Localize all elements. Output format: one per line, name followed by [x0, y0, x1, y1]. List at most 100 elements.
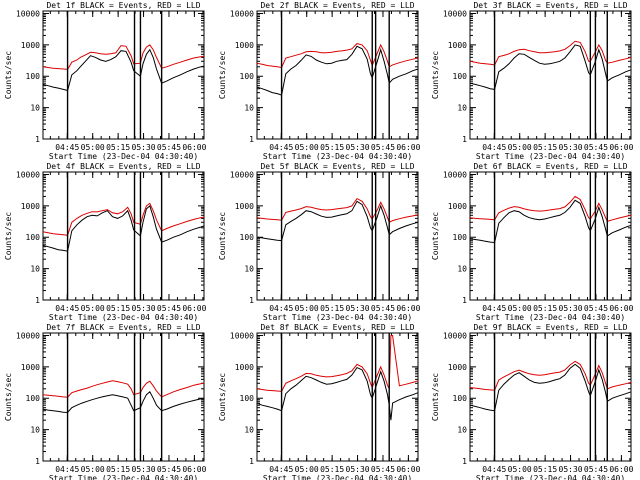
- y-axis-label: Counts/sec: [4, 373, 13, 421]
- y-tick-label: 100: [240, 72, 255, 81]
- panel-det-2: Det 2f BLACK = Events, RED = LLD 1 10 100 10…: [218, 1, 421, 161]
- panel-title: Det 7f BLACK = Events, RED = LLD: [46, 323, 200, 332]
- x-tick-label: 05:15: [106, 304, 130, 313]
- x-axis-label: Start Time (23-Dec-04 04:30:40): [49, 474, 198, 480]
- y-tick-label: 10000: [16, 331, 40, 340]
- x-tick-label: 05:15: [533, 465, 557, 474]
- y-tick-label: 100: [26, 394, 41, 403]
- x-axis-label: Start Time (23-Dec-04 04:30:40): [263, 313, 412, 322]
- y-tick-label: 10000: [443, 9, 467, 18]
- y-tick-label: 10: [30, 426, 40, 435]
- x-tick-label: 05:30: [132, 465, 156, 474]
- x-tick-label: 04:45: [482, 143, 506, 152]
- panel-title: Det 2f BLACK = Events, RED = LLD: [260, 1, 414, 10]
- y-tick-label: 100: [26, 233, 41, 242]
- x-tick-label: 05:45: [584, 143, 608, 152]
- y-axis-label: Counts/sec: [431, 373, 440, 421]
- x-tick-label: 06:00: [609, 465, 633, 474]
- x-tick-label: 05:15: [106, 465, 130, 474]
- y-tick-label: 1: [462, 296, 467, 305]
- y-tick-label: 1: [462, 135, 467, 144]
- y-tick-label: 10000: [16, 9, 40, 18]
- plot-frame: [256, 10, 419, 140]
- x-tick-label: 06:00: [609, 304, 633, 313]
- x-axis-label: Start Time (23-Dec-04 04:30:40): [263, 152, 412, 161]
- plot-frame: [469, 171, 632, 301]
- y-tick-label: 1000: [21, 41, 40, 50]
- series-lld: [256, 197, 419, 223]
- series-lld: [42, 202, 205, 236]
- y-axis-label: Counts/sec: [218, 373, 227, 421]
- y-tick-label: 1: [35, 457, 40, 466]
- series-lld: [42, 44, 205, 70]
- y-tick-label: 1000: [235, 41, 254, 50]
- x-tick-label: 05:15: [320, 143, 344, 152]
- panel-det-8: Det 8f BLACK = Events, RED = LLD 1 10 100 10…: [218, 323, 421, 480]
- y-tick-label: 100: [240, 394, 255, 403]
- series-events: [42, 205, 205, 252]
- y-tick-label: 1: [249, 296, 254, 305]
- x-tick-label: 05:45: [584, 465, 608, 474]
- y-tick-label: 100: [453, 394, 468, 403]
- x-tick-label: 05:15: [533, 304, 557, 313]
- panel-det-7: Det 7f BLACK = Events, RED = LLD 1 10 100 10…: [4, 323, 207, 480]
- plot-frame: [42, 10, 205, 140]
- panel-det-5: Det 5f BLACK = Events, RED = LLD 1 10 100 10…: [218, 162, 421, 322]
- y-tick-label: 1000: [21, 202, 40, 211]
- x-axis-label: Start Time (23-Dec-04 04:30:40): [263, 474, 412, 480]
- y-axis-label: Counts/sec: [218, 212, 227, 260]
- x-tick-label: 05:45: [371, 143, 395, 152]
- series-events: [469, 363, 632, 412]
- x-tick-label: 05:30: [132, 304, 156, 313]
- series-lld: [469, 195, 632, 223]
- y-tick-label: 1: [35, 135, 40, 144]
- y-tick-label: 100: [26, 72, 41, 81]
- y-tick-label: 100: [240, 233, 255, 242]
- y-tick-label: 1: [249, 457, 254, 466]
- x-axis-label: Start Time (23-Dec-04 04:30:40): [476, 313, 625, 322]
- series-lld: [42, 380, 205, 398]
- panel-det-6: Det 6f BLACK = Events, RED = LLD 1 10 100 10…: [431, 162, 634, 322]
- x-tick-label: 05:15: [320, 465, 344, 474]
- y-tick-label: 1000: [448, 363, 467, 372]
- y-tick-label: 1000: [21, 363, 40, 372]
- y-tick-label: 1: [35, 296, 40, 305]
- x-tick-label: 05:30: [559, 465, 583, 474]
- y-tick-label: 1000: [235, 363, 254, 372]
- x-tick-label: 05:45: [157, 465, 181, 474]
- x-tick-label: 04:45: [55, 143, 79, 152]
- y-tick-label: 10: [457, 104, 467, 113]
- x-tick-label: 04:45: [269, 465, 293, 474]
- x-tick-label: 05:30: [559, 304, 583, 313]
- x-tick-label: 04:45: [55, 465, 79, 474]
- panel-title: Det 8f BLACK = Events, RED = LLD: [260, 323, 414, 332]
- x-tick-label: 05:30: [346, 143, 370, 152]
- y-tick-label: 1: [249, 135, 254, 144]
- panel-det-9: Det 9f BLACK = Events, RED = LLD 1 10 100 10…: [431, 323, 634, 480]
- y-tick-label: 10: [457, 265, 467, 274]
- x-tick-label: 05:00: [81, 465, 105, 474]
- plot-frame: [42, 332, 205, 462]
- x-tick-label: 05:30: [346, 304, 370, 313]
- plot-frame: [469, 332, 632, 462]
- panel-det-1: Det 1f BLACK = Events, RED = LLD 1 10 100 10…: [4, 1, 207, 161]
- x-tick-label: 05:45: [371, 304, 395, 313]
- y-axis-label: Counts/sec: [431, 51, 440, 99]
- x-tick-label: 05:45: [157, 304, 181, 313]
- series-events: [469, 44, 632, 90]
- y-tick-label: 10000: [443, 170, 467, 179]
- panel-det-3: Det 3f BLACK = Events, RED = LLD 1 10 100 10…: [431, 1, 634, 161]
- x-tick-label: 06:00: [182, 143, 206, 152]
- y-tick-label: 10000: [16, 170, 40, 179]
- y-axis-label: Counts/sec: [431, 212, 440, 260]
- x-tick-label: 06:00: [182, 304, 206, 313]
- x-tick-label: 04:45: [55, 304, 79, 313]
- x-tick-label: 05:30: [132, 143, 156, 152]
- x-tick-label: 05:15: [106, 143, 130, 152]
- y-tick-label: 10000: [230, 170, 254, 179]
- y-axis-label: Counts/sec: [218, 51, 227, 99]
- plot-frame: [42, 171, 205, 301]
- series-events: [256, 200, 419, 242]
- x-axis-label: Start Time (23-Dec-04 04:30:40): [49, 152, 198, 161]
